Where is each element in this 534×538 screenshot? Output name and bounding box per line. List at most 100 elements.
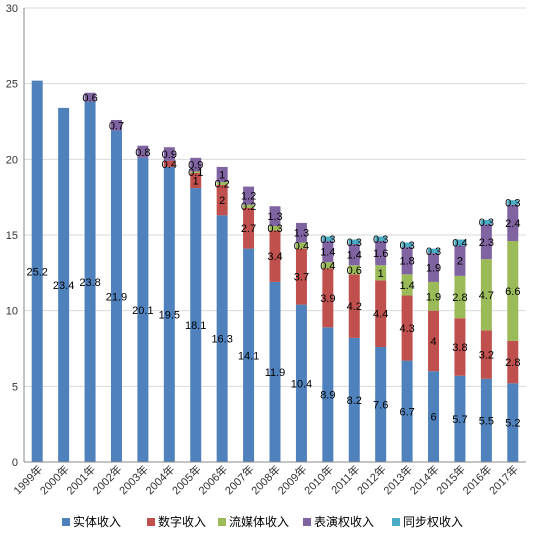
data-label: 4.3 [399, 323, 414, 335]
data-label: 6 [430, 412, 436, 424]
bar-segment [137, 157, 149, 462]
y-tick-label: 5 [12, 381, 18, 393]
bar-segment [375, 241, 387, 266]
data-label: 18.1 [185, 320, 206, 332]
bar-segment [216, 185, 228, 216]
y-tick-label: 0 [12, 457, 18, 469]
bar-segment [163, 160, 175, 167]
data-label: 23.8 [79, 277, 100, 289]
bar-segment [454, 275, 466, 319]
y-tick-label: 20 [6, 154, 18, 166]
y-tick-label: 15 [6, 230, 18, 242]
data-label: 1 [378, 268, 384, 280]
data-label: 0.3 [505, 197, 520, 209]
data-label: 4.4 [373, 309, 388, 321]
legend-swatch [218, 518, 226, 526]
x-tick-label: 2017年 [486, 462, 521, 497]
data-label: 3.4 [267, 251, 282, 263]
data-label: 1.9 [426, 291, 441, 303]
data-label: 0.8 [135, 147, 150, 159]
bar-segment [243, 186, 255, 205]
bar-segment [507, 383, 519, 462]
bar-segment [295, 304, 307, 462]
bar-segment [269, 225, 281, 231]
data-label: 4.2 [347, 301, 362, 313]
bar-segment [428, 281, 440, 311]
bar-segment [428, 310, 440, 372]
bar-segment [269, 206, 281, 226]
data-label: 3.2 [479, 350, 494, 362]
data-label: 1.4 [399, 280, 414, 292]
y-tick-label: 25 [6, 79, 18, 91]
data-label: 5.5 [479, 415, 494, 427]
bar-segment [322, 241, 334, 263]
bar-segment [216, 182, 228, 186]
bar-segment [295, 242, 307, 249]
data-label: 0.3 [373, 234, 388, 246]
bar-segment [480, 224, 492, 260]
data-label: 16.3 [211, 334, 232, 346]
data-label: 11.9 [265, 367, 286, 379]
data-labels: 25.223.4 23.80.621.90.720.10.819.50.40.91… [26, 92, 520, 429]
bars [31, 80, 519, 463]
y-tick-label: 10 [6, 306, 18, 318]
data-label: 1.8 [399, 256, 414, 268]
data-label: 0.4 [452, 238, 467, 250]
data-label: 1.4 [347, 250, 362, 262]
data-label: 0.4 [162, 159, 177, 171]
data-label: 14.1 [238, 350, 259, 362]
bar-segment [190, 172, 202, 189]
data-label: 5.7 [452, 414, 467, 426]
data-label: 4 [430, 336, 436, 348]
bar-segment [31, 80, 43, 462]
bar-segment [348, 337, 360, 462]
bar-segment [84, 101, 96, 463]
legend-swatch [62, 518, 70, 526]
bar-segment [295, 248, 307, 305]
data-label: 5.2 [505, 418, 520, 430]
legend-swatch [147, 518, 155, 526]
bar-segment [507, 241, 519, 341]
bar-segment [428, 371, 440, 462]
data-label: 0.4 [320, 260, 335, 272]
data-label: 2 [219, 195, 225, 207]
y-tick-label: 30 [6, 3, 18, 15]
legend-swatch [303, 518, 311, 526]
bar-segment [480, 259, 492, 331]
bar-segment [163, 147, 175, 161]
data-label: 0.7 [109, 120, 124, 132]
data-label: 1 [219, 169, 225, 181]
bar-segment [454, 375, 466, 462]
bar-segment [190, 157, 202, 172]
data-label: 1.4 [320, 247, 335, 259]
bar-segment [269, 281, 281, 462]
data-label: 0.3 [347, 237, 362, 249]
bar-segment [322, 236, 334, 242]
bar-segment [137, 145, 149, 158]
data-label: 0.1 [188, 167, 203, 179]
bar-segment [507, 340, 519, 384]
bar-segment [322, 327, 334, 462]
bar-segment [348, 244, 360, 266]
data-label: 1.6 [373, 248, 388, 260]
bar-segment [401, 247, 413, 275]
bar-segment [428, 248, 440, 254]
data-label: 21.9 [106, 291, 127, 303]
data-label: 2.8 [452, 292, 467, 304]
bar-segment [401, 360, 413, 462]
bar-segment [428, 253, 440, 282]
data-label: 3.9 [320, 293, 335, 305]
bar-segment [480, 378, 492, 462]
data-label: 2.3 [479, 237, 494, 249]
bar-segment [454, 245, 466, 276]
data-label: 6.6 [505, 286, 520, 298]
bar-segment [348, 274, 360, 338]
bar-segment [58, 107, 70, 462]
legend-label: 表演权收入 [314, 514, 374, 529]
data-label: 23.4 [53, 280, 74, 292]
data-label: 0.3 [426, 246, 441, 258]
y-axis: 0 5 10 15 20 25 30 [6, 3, 25, 469]
data-label: 20.1 [132, 305, 153, 317]
bar-segment [243, 248, 255, 462]
bar-segment [401, 295, 413, 361]
